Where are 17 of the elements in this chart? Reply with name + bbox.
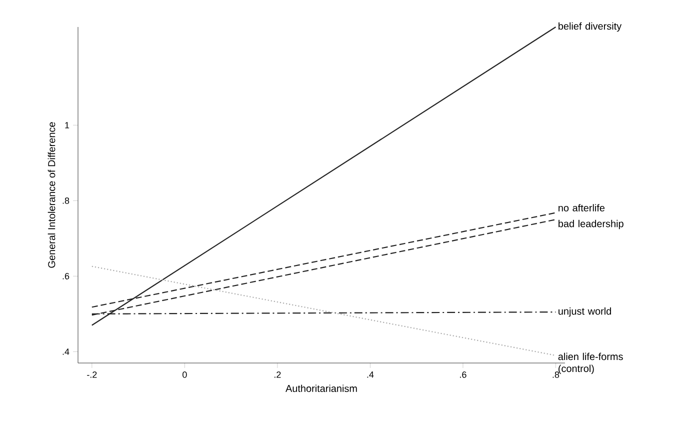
series-label: no afterlife: [558, 204, 605, 212]
x-tick-label: -.2: [87, 371, 97, 378]
series-label: unjust world: [558, 307, 611, 317]
x-tick-label: .6: [460, 371, 466, 378]
x-tick-label: .2: [274, 371, 281, 378]
x-tick-label: .4: [367, 372, 374, 378]
series-label: bad leadership: [558, 220, 624, 230]
x-tick-label: .8: [552, 371, 560, 378]
y-tick-label: 1: [65, 122, 70, 128]
x-tick-label: 0: [182, 371, 187, 378]
y-axis-title: General Intolerance of Difference: [48, 122, 56, 268]
y-tick-label: .6: [62, 272, 70, 280]
series-label: belief diversity: [558, 22, 622, 32]
series-label: alien life-forms (control): [558, 352, 623, 374]
x-axis-title: Authoritarianism: [286, 384, 357, 392]
y-tick-label: .8: [62, 197, 70, 204]
y-tick-label: .4: [62, 348, 70, 355]
